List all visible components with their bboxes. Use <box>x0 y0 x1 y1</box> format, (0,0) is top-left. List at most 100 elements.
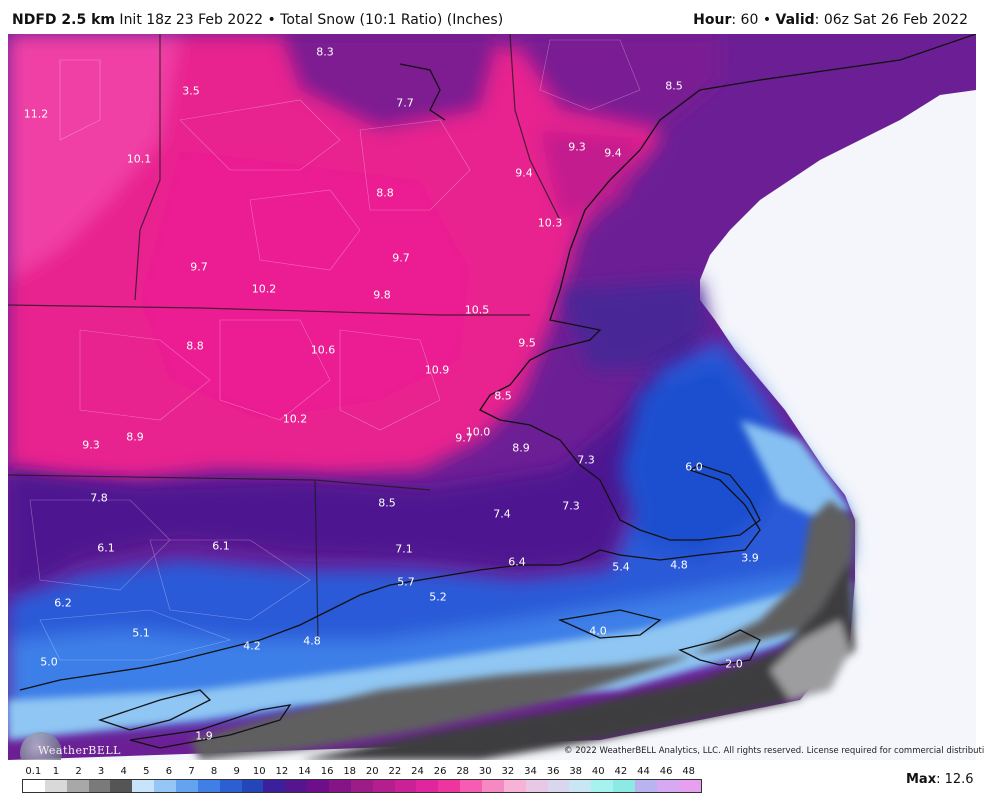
legend-swatch <box>132 780 155 792</box>
snowfall-value-label: 4.8 <box>670 558 688 572</box>
legend-swatch <box>525 780 548 792</box>
snowfall-value-label: 6.0 <box>685 460 703 474</box>
snowfall-value-label: 9.3 <box>568 140 586 154</box>
snowfall-value-label: 6.4 <box>508 555 526 569</box>
legend-swatch <box>285 780 308 792</box>
logo-text: WeatherBELL <box>38 744 121 757</box>
snowfall-value-label: 6.1 <box>97 541 115 555</box>
legend-swatch <box>372 780 395 792</box>
legend-tick-label: 9 <box>233 766 240 777</box>
snowfall-value-label: 5.4 <box>612 560 630 574</box>
legend-tick-label: 38 <box>569 766 583 777</box>
legend-tick-label: 44 <box>637 766 650 777</box>
snowfall-field <box>8 34 976 760</box>
legend-swatch <box>678 780 701 792</box>
max-number: : 12.6 <box>936 772 974 787</box>
legend-swatch <box>88 780 111 792</box>
snowfall-value-label: 8.5 <box>665 79 683 93</box>
snowfall-value-label: 9.7 <box>190 260 208 274</box>
snowfall-value-label: 10.9 <box>424 363 450 377</box>
snowfall-value-label: 7.3 <box>577 453 595 467</box>
snowfall-map[interactable]: 8.3 3.5 7.7 8.5 11.2 10.1 9.3 9.4 9.4 8.8 10.3 9.7 9… <box>8 34 976 760</box>
legend-tick-label: 5 <box>143 766 150 777</box>
snowfall-value-label: 9.4 <box>515 166 533 180</box>
snowfall-value-label: 4.0 <box>589 624 607 638</box>
legend-tick-label: 0.1 <box>25 766 42 777</box>
legend-swatch <box>263 780 286 792</box>
legend-tick-label: 14 <box>298 766 311 777</box>
legend-swatch <box>44 780 67 792</box>
legend-tick-label: 20 <box>365 766 379 777</box>
model-name: NDFD 2.5 km <box>12 12 115 28</box>
snowfall-value-label: 8.5 <box>494 389 512 403</box>
legend-tick-label: 16 <box>320 766 334 777</box>
snowfall-value-label: 3.9 <box>741 551 759 565</box>
legend-tick-label: 48 <box>682 766 696 777</box>
legend-color-bar <box>22 779 702 793</box>
max-value: Max: 12.6 <box>906 772 974 787</box>
valid-value: : 06z Sat 26 Feb 2022 <box>814 12 968 28</box>
legend-tick-label: 26 <box>433 766 447 777</box>
legend-tick-label: 34 <box>524 766 537 777</box>
hour-value: : 60 • <box>731 12 776 28</box>
snowfall-value-label: 11.2 <box>23 107 49 121</box>
snowfall-value-label: 2.0 <box>725 657 743 671</box>
legend-swatch <box>241 780 264 792</box>
legend-tick-label: 40 <box>591 766 605 777</box>
legend-swatch <box>66 780 89 792</box>
snowfall-value-label: 10.2 <box>282 412 308 426</box>
legend-swatch <box>394 780 417 792</box>
legend-tick-label: 7 <box>188 766 195 777</box>
snowfall-value-label: 4.2 <box>243 639 261 653</box>
snowfall-value-label: 7.3 <box>562 499 580 513</box>
snowfall-value-label: 7.7 <box>396 96 414 110</box>
max-label: Max <box>906 772 937 787</box>
snowfall-value-label: 10.2 <box>251 282 277 296</box>
snowfall-value-label: 10.3 <box>537 216 563 230</box>
snowfall-value-label: 10.1 <box>126 152 152 166</box>
legend-swatch <box>197 780 220 792</box>
snowfall-value-label: 9.8 <box>373 288 391 302</box>
legend-swatch <box>176 780 198 792</box>
snowfall-value-label: 7.4 <box>493 507 511 521</box>
legend-swatch <box>547 780 570 792</box>
legend-tick-label: 22 <box>388 766 402 777</box>
legend-swatch <box>656 780 679 792</box>
legend-swatch <box>110 780 133 792</box>
snowfall-value-label: 9.7 <box>392 251 410 265</box>
color-legend: 0.1 1 2 3 4 5 6 7 8 9 10 12 14 16 18 20 22 24 26 28 30 32 34 36… <box>0 760 984 808</box>
snowfall-value-label: 5.0 <box>40 655 58 669</box>
legend-tick-label: 4 <box>120 766 127 777</box>
legend-swatch <box>219 780 242 792</box>
legend-swatch <box>460 780 483 792</box>
snowfall-value-label: 9.5 <box>518 336 536 350</box>
hour-label: Hour <box>693 12 732 28</box>
valid-time: Hour: 60 • Valid: 06z Sat 26 Feb 2022 <box>693 12 968 28</box>
legend-swatch <box>503 780 526 792</box>
valid-label: Valid <box>775 12 815 28</box>
globe-icon <box>20 732 62 760</box>
legend-tick-label: 32 <box>501 766 515 777</box>
legend-tick-label: 1 <box>52 766 60 777</box>
legend-tick-label: 3 <box>97 766 105 777</box>
legend-swatch <box>307 780 330 792</box>
legend-swatch <box>416 780 439 792</box>
legend-swatch <box>591 780 614 792</box>
snowfall-value-label: 4.8 <box>303 634 321 648</box>
legend-swatch <box>613 780 636 792</box>
snowfall-value-label: 3.5 <box>182 84 200 98</box>
legend-tick-label: 46 <box>659 766 673 777</box>
legend-tick-label: 8 <box>210 766 218 777</box>
snowfall-value-label: 6.1 <box>212 539 230 553</box>
weatherbell-logo: WeatherBELL <box>20 730 120 760</box>
snowfall-value-label: 8.3 <box>316 45 334 59</box>
legend-swatch <box>350 780 373 792</box>
snowfall-value-label: 7.1 <box>395 542 413 556</box>
legend-tick-label: 12 <box>275 766 289 777</box>
legend-tick-label: 6 <box>165 766 173 777</box>
copyright-notice: © 2022 WeatherBELL Analytics, LLC. All r… <box>564 746 984 756</box>
snowfall-value-label: 10.6 <box>310 343 336 357</box>
legend-tick-label: 36 <box>546 766 560 777</box>
snowfall-value-label: 6.2 <box>54 596 72 610</box>
snowfall-value-label: 7.8 <box>90 491 108 505</box>
